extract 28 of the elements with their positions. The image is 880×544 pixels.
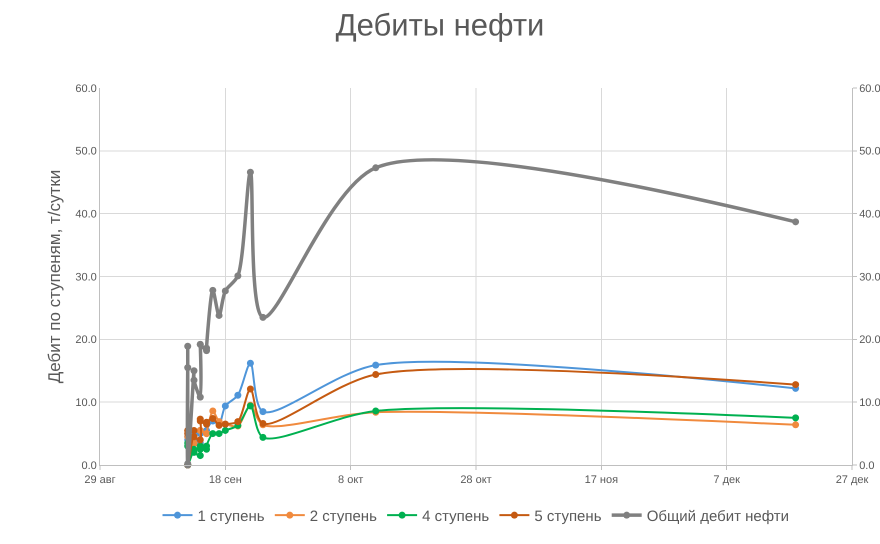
y2-tick-label: 20.0	[859, 334, 880, 346]
legend-label: 4 ступень	[422, 508, 490, 526]
x-tick-label: 29 авг	[84, 474, 116, 486]
x-tick-label: 18 сен	[208, 474, 242, 486]
y-tick-label: 30.0	[75, 271, 97, 284]
y-axis-title: Дебит по ступеням, т/сутки	[44, 170, 64, 384]
y-tick-label: 20.0	[75, 334, 97, 346]
y2-tick-label: 0.0	[859, 460, 874, 472]
y2-tick-label: 30.0	[859, 271, 880, 284]
legend-label: Общий дебит нефти	[646, 508, 790, 526]
legend-label: 1 ступень	[198, 508, 265, 526]
x-tick-label: 27 дек	[836, 474, 869, 486]
legend-label: 2 ступень	[310, 508, 378, 526]
legend-label: 5 ступень	[534, 508, 602, 526]
x-tick-label: 7 дек	[713, 474, 740, 486]
x-tick-label: 8 окт	[338, 474, 364, 486]
y2-tick-label: 40.0	[859, 208, 880, 221]
x-tick-label: 28 окт	[460, 474, 492, 486]
y2-tick-label: 10.0	[859, 397, 880, 410]
y-tick-label: 60.0	[75, 82, 97, 95]
x-tick-label: 17 ноя	[584, 474, 618, 486]
y2-tick-label: 60.0	[859, 82, 880, 95]
y-tick-label: 50.0	[75, 146, 97, 158]
y-tick-label: 0.0	[82, 460, 97, 472]
y-tick-label: 10.0	[75, 397, 97, 410]
y2-tick-label: 50.0	[859, 146, 880, 158]
y-tick-label: 40.0	[75, 208, 97, 221]
chart-title: Дебиты нефти	[336, 7, 544, 42]
